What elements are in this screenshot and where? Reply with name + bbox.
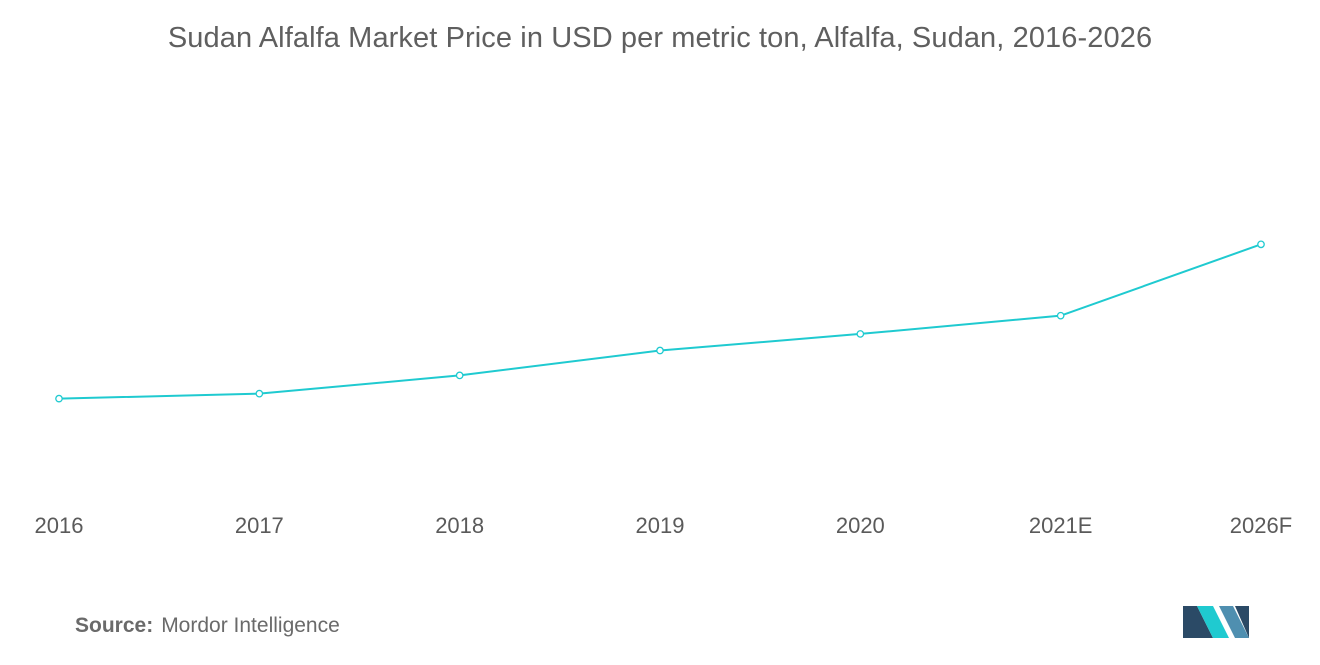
x-tick-label-2020: 2020: [836, 513, 885, 538]
x-tick-label-2019: 2019: [636, 513, 685, 538]
source-value: Mordor Intelligence: [161, 614, 340, 637]
mordor-intelligence-logo-icon: [1183, 606, 1249, 638]
chart-title: Sudan Alfalfa Market Price in USD per me…: [167, 22, 1153, 54]
x-tick-label-2016: 2016: [35, 513, 84, 538]
series-layer: [55, 240, 1265, 403]
data-point-2021e: [1056, 311, 1065, 320]
x-tick-label-2026f: 2026F: [1230, 513, 1292, 538]
data-point-2019: [656, 346, 664, 355]
source-note: Source: Mordor Intelligence: [75, 614, 340, 638]
data-point-2018: [455, 371, 464, 380]
series-line: [58, 243, 1262, 400]
x-tick-label-2018: 2018: [435, 513, 484, 538]
x-tick-label-2021e: 2021E: [1029, 513, 1093, 538]
data-point-2017: [255, 389, 264, 398]
data-point-2020: [856, 330, 865, 338]
x-tick-label-2017: 2017: [235, 513, 284, 538]
data-point-2026f: [1257, 240, 1265, 249]
data-point-2016: [55, 394, 63, 403]
x-axis-ticks: 2016 2017 2018 2019 2020 2021E 2026F: [35, 513, 1293, 538]
source-label: Source:: [75, 614, 154, 637]
